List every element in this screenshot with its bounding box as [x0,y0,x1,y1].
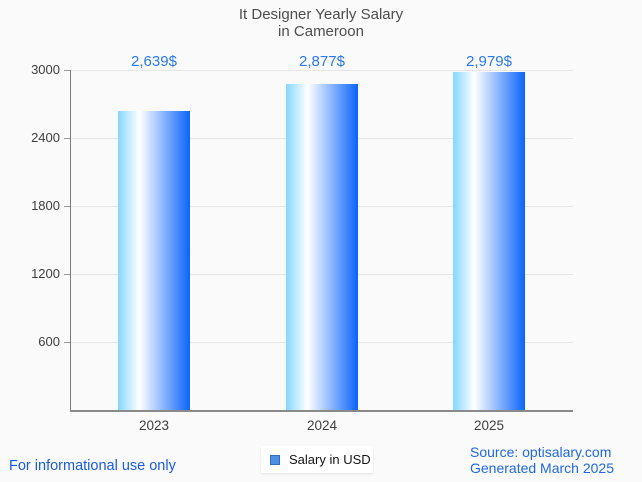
y-tick-3000 [64,70,70,71]
gridline-3000 [71,70,573,71]
x-axis-line [70,410,573,412]
y-axis-label-3000: 3000 [31,62,60,77]
y-axis-label-600: 600 [38,334,60,349]
bar-value-label-2024: 2,877$ [299,53,345,70]
source-block: Source: optisalary.com Generated March 2… [470,444,614,476]
chart-title: It Designer Yearly Salary in Cameroon [0,6,642,40]
y-tick-600 [64,342,70,343]
y-tick-1200 [64,274,70,275]
y-tick-2400 [64,138,70,139]
chart-title-line1: It Designer Yearly Salary [238,6,404,23]
bar-value-label-2025: 2,979$ [466,53,512,70]
bar-2024[interactable] [286,84,358,410]
y-tick-1800 [64,206,70,207]
legend-label: Salary in USD [289,452,371,467]
legend-item-salary-in-usd[interactable]: Salary in USD [261,446,373,473]
bar-2023[interactable] [118,111,190,410]
y-axis-label-1200: 1200 [31,266,60,281]
y-axis-line [70,70,71,412]
bar-2025[interactable] [453,72,525,410]
chart-title-line2: in Cameroon [278,23,364,40]
x-axis-label-2025: 2025 [473,418,505,433]
generated-line: Generated March 2025 [470,460,614,476]
legend-swatch-icon [270,454,280,465]
y-axis-label-1800: 1800 [31,198,60,213]
bar-value-label-2023: 2,639$ [131,53,177,70]
y-axis-label-2400: 2400 [31,130,60,145]
source-line: Source: optisalary.com [470,444,612,460]
x-axis-label-2023: 2023 [138,418,170,433]
x-axis-label-2024: 2024 [306,418,338,433]
disclaimer-text: For informational use only [9,458,176,474]
